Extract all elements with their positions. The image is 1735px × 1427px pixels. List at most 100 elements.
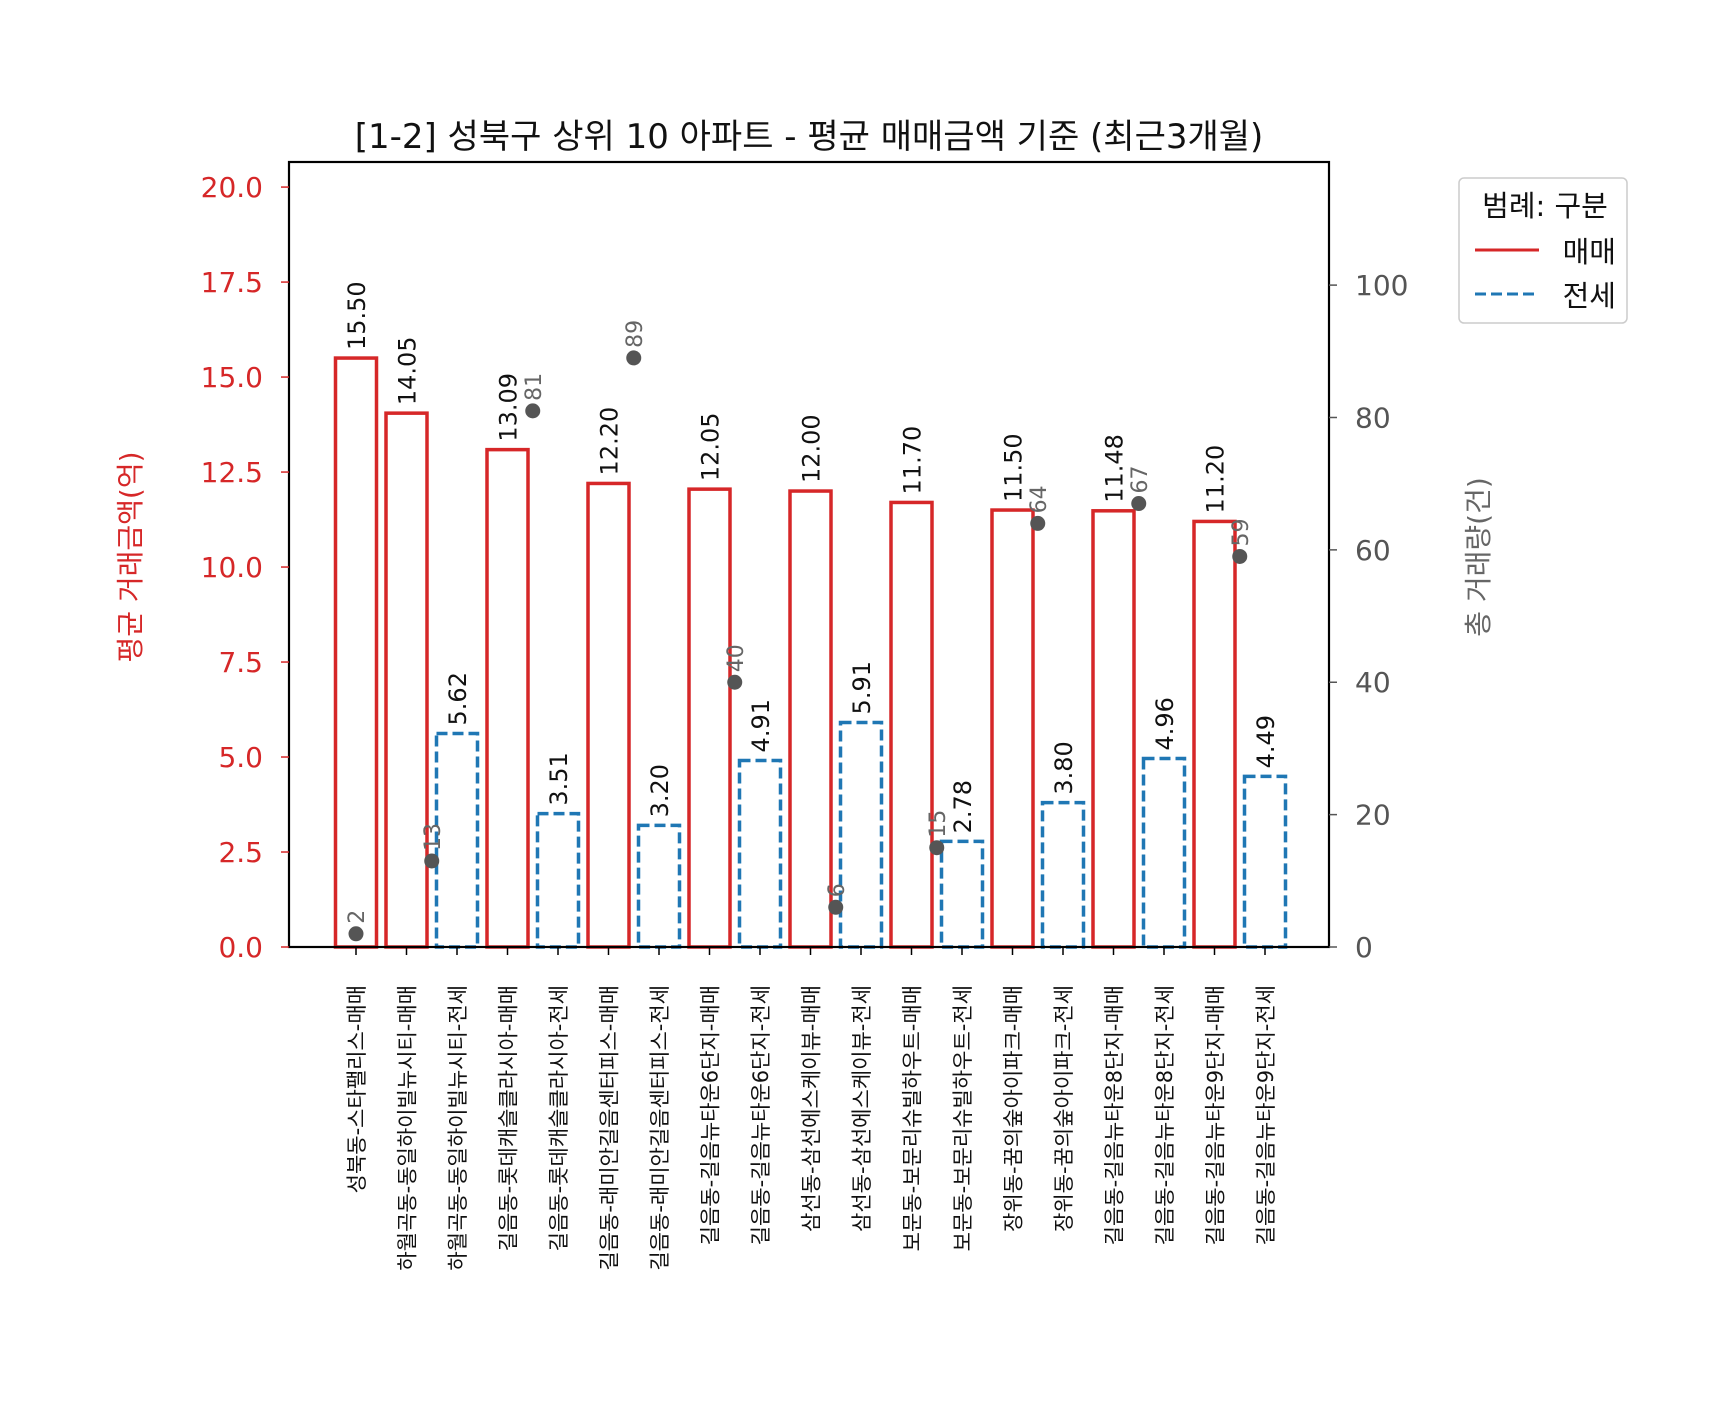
- bar-jeonse: 4.49: [1242, 715, 1288, 949]
- bar-value-label: 2.78: [949, 780, 977, 833]
- bar-value-label: 4.96: [1151, 697, 1179, 750]
- x-tick-label: 하월곡동-동일하이빌뉴시티-매매: [396, 985, 420, 1271]
- bar-sale: 15.50: [333, 281, 379, 949]
- bar-value-label: 5.62: [444, 672, 472, 725]
- x-tick-label: 성북동-스타팰리스-매매: [345, 985, 369, 1193]
- left-y-tick-label: 2.5: [218, 836, 263, 869]
- bar-jeonse: 2.78: [939, 780, 985, 949]
- chart-title: [1-2] 성북구 상위 10 아파트 - 평균 매매금액 기준 (최근3개월): [355, 117, 1264, 157]
- count-dot: 15: [926, 810, 951, 856]
- bar-sale: 11.70: [889, 426, 934, 949]
- count-value-label: 40: [724, 644, 749, 672]
- left-y-tick-label: 0.0: [218, 931, 263, 964]
- count-dot: 6: [825, 883, 850, 915]
- bar-value-label: 3.20: [646, 764, 674, 817]
- count-value-label: 13: [421, 823, 446, 851]
- count-value-label: 64: [1027, 485, 1052, 513]
- x-tick-label: 하월곡동-동일하이빌뉴시티-전세: [446, 985, 470, 1271]
- left-y-axis-label: 평균 거래금액(억): [114, 451, 147, 662]
- bar-jeonse: 3.20: [636, 764, 682, 949]
- left-y-axis: 0.0 2.5 5.0 7.5 10.0 12.5 15.0 17.5 20.0: [201, 171, 289, 964]
- bar-value-label: 15.50: [343, 281, 371, 350]
- bar-value-label: 11.20: [1202, 445, 1230, 514]
- x-tick-label: 장위동-꿈의숲아이파크-매매: [1002, 985, 1026, 1232]
- x-tick-label: 길음동-길음뉴타운8단지-매매: [1103, 985, 1127, 1245]
- legend-title: 범례: 구분: [1482, 189, 1608, 223]
- bar-value-label: 12.05: [697, 412, 725, 481]
- x-tick-label: 길음동-길음뉴타운9단지-매매: [1204, 985, 1228, 1245]
- count-dot: 59: [1229, 518, 1254, 564]
- x-tick-label: 길음동-길음뉴타운9단지-전세: [1254, 985, 1278, 1245]
- bar-value-label: 11.50: [1000, 433, 1028, 502]
- count-value-label: 89: [623, 320, 648, 348]
- x-tick-label: 길음동-래미안길음센터피스-전세: [648, 985, 672, 1271]
- right-y-axis: 0 20 40 60 80 100: [1329, 269, 1408, 964]
- bar-jeonse: 3.80: [1040, 741, 1086, 949]
- right-y-tick-label: 60: [1355, 534, 1391, 567]
- bar-jeonse: 5.91: [838, 661, 884, 949]
- count-scatter-series: 2 13 81 89 40 6 15 64 67 59: [345, 320, 1254, 942]
- bar-sale: 11.48: [1091, 434, 1136, 949]
- count-dot: 13: [421, 823, 446, 869]
- right-y-tick-label: 20: [1355, 799, 1391, 832]
- bar-value-label: 11.70: [899, 426, 927, 495]
- bar-value-label: 14.05: [394, 336, 422, 405]
- left-y-tick-label: 15.0: [201, 361, 263, 394]
- bar-jeonse: 3.51: [535, 752, 581, 949]
- bar-value-label: 13.09: [495, 373, 523, 442]
- count-value-label: 6: [825, 883, 850, 897]
- bar-sale: 14.05: [384, 336, 429, 949]
- count-value-label: 59: [1229, 518, 1254, 546]
- count-value-label: 2: [345, 910, 370, 924]
- bar-sale: 12.20: [586, 407, 631, 949]
- count-dot: 89: [623, 320, 648, 366]
- left-y-tick-label: 10.0: [201, 551, 263, 584]
- legend-box: [1458, 177, 1628, 324]
- plot-frame: [287, 160, 1331, 949]
- x-tick-label: 길음동-롯데캐슬클라시아-매매: [497, 985, 521, 1251]
- right-y-tick-label: 0: [1355, 931, 1373, 964]
- bar-value-label: 12.00: [798, 414, 826, 483]
- bar-value-label: 11.48: [1101, 434, 1129, 503]
- right-y-tick-label: 100: [1355, 269, 1408, 302]
- right-y-axis-label: 총 거래량(건): [1462, 477, 1495, 637]
- x-tick-label: 길음동-래미안길음센터피스-매매: [598, 985, 622, 1271]
- left-y-tick-label: 20.0: [201, 171, 263, 204]
- bar-series: 15.50 14.05 5.62 13.09 3.51 12.20 3.20 12.05 4.9…: [333, 281, 1288, 949]
- left-y-tick-label: 5.0: [218, 741, 263, 774]
- bar-jeonse: 5.62: [434, 672, 480, 949]
- count-value-label: 81: [522, 373, 547, 401]
- x-tick-label: 길음동-길음뉴타운8단지-전세: [1153, 985, 1177, 1245]
- x-tick-label: 길음동-길음뉴타운6단지-전세: [749, 985, 773, 1245]
- x-tick-label: 길음동-길음뉴타운6단지-매매: [699, 985, 723, 1245]
- right-y-tick-label: 80: [1355, 401, 1391, 434]
- x-tick-label: 보문동-보문리슈빌하우트-전세: [951, 985, 975, 1251]
- bar-sale: 12.00: [788, 414, 833, 949]
- count-value-label: 15: [926, 810, 951, 838]
- bar-sale: 12.05: [687, 412, 732, 949]
- bar-value-label: 3.80: [1050, 741, 1078, 794]
- count-dot: 81: [522, 373, 547, 419]
- bar-value-label: 4.91: [747, 699, 775, 752]
- legend: 범례: 구분 매매 전세: [1458, 177, 1628, 324]
- legend-jeonse-label: 전세: [1563, 279, 1616, 313]
- count-dot: 67: [1128, 466, 1153, 512]
- bar-jeonse: 4.91: [737, 699, 783, 949]
- legend-sale-label: 매매: [1563, 235, 1616, 269]
- count-value-label: 67: [1128, 466, 1153, 494]
- bar-value-label: 3.51: [545, 752, 573, 805]
- count-dot: 40: [724, 644, 749, 690]
- x-tick-label: 길음동-롯데캐슬클라시아-전세: [547, 985, 571, 1251]
- x-tick-label: 장위동-꿈의숲아이파크-전세: [1052, 985, 1076, 1232]
- bar-sale: 13.09: [485, 373, 530, 949]
- x-tick-label: 보문동-보문리슈빌하우트-매매: [901, 985, 925, 1251]
- left-y-tick-label: 12.5: [201, 456, 263, 489]
- bar-value-label: 4.49: [1252, 715, 1280, 768]
- count-dot: 2: [345, 910, 370, 942]
- bar-value-label: 5.91: [848, 661, 876, 714]
- x-tick-label: 삼선동-삼선에스케이뷰-전세: [850, 985, 874, 1232]
- x-tick-label: 삼선동-삼선에스케이뷰-매매: [800, 985, 824, 1232]
- left-y-tick-label: 17.5: [201, 266, 263, 299]
- bar-jeonse: 4.96: [1141, 697, 1187, 949]
